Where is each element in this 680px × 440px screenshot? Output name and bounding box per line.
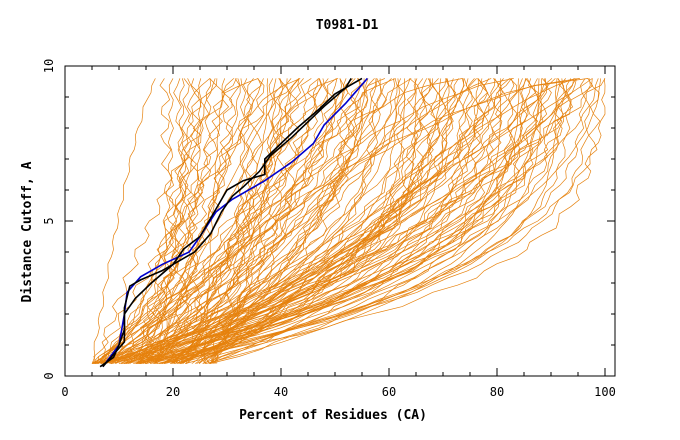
orange-model-curve <box>175 78 277 364</box>
y-tick-label: 0 <box>42 372 56 379</box>
orange-model-curve <box>162 78 382 364</box>
orange-model-curve <box>109 78 580 364</box>
orange-model-curve <box>102 78 470 364</box>
orange-model-curve <box>139 78 547 364</box>
orange-model-curve <box>97 78 560 364</box>
orange-model-curve <box>153 78 500 364</box>
orange-model-curve <box>145 78 572 364</box>
orange-model-curve <box>91 78 156 364</box>
orange-model-curve <box>103 78 565 364</box>
orange-model-curve <box>139 78 456 364</box>
orange-model-curve <box>98 78 589 364</box>
orange-model-curve <box>97 78 202 364</box>
orange-model-curve <box>185 78 356 364</box>
orange-model-curve <box>105 78 349 364</box>
orange-model-curve <box>137 78 553 364</box>
orange-model-curve <box>105 78 492 364</box>
orange-model-curve <box>93 78 575 364</box>
black-series-line <box>102 77 363 368</box>
orange-model-curve <box>185 78 576 364</box>
x-tick-label: 60 <box>382 385 396 399</box>
orange-model-curve <box>204 78 556 364</box>
orange-model-curve <box>138 78 591 364</box>
orange-model-curve <box>102 78 174 364</box>
chart-title: T0981-D1 <box>316 18 379 33</box>
y-tick-label: 10 <box>42 59 56 73</box>
orange-model-curve <box>140 78 412 364</box>
orange-model-curve <box>92 78 323 364</box>
orange-model-curve <box>97 78 337 364</box>
orange-model-curve <box>154 78 339 364</box>
orange-model-curve <box>205 78 543 364</box>
orange-model-curve <box>97 78 459 364</box>
axis-ticks <box>64 65 615 377</box>
orange-model-curve <box>110 78 338 364</box>
orange-model-curve <box>136 78 322 364</box>
x-axis-label: Percent of Residues (CA) <box>239 408 427 423</box>
orange-model-curve <box>202 78 512 364</box>
orange-model-curve <box>142 78 361 364</box>
orange-model-curve <box>100 78 342 364</box>
orange-model-curve <box>145 78 540 364</box>
orange-model-curve <box>136 78 329 364</box>
orange-model-curve <box>208 78 450 364</box>
orange-model-curve <box>115 78 262 364</box>
orange-model-curve <box>137 78 577 364</box>
orange-model-curve <box>158 78 601 364</box>
orange-model-curve <box>173 78 477 364</box>
x-tick-label: 0 <box>61 385 68 399</box>
orange-model-curve <box>161 78 400 364</box>
orange-model-curve <box>202 78 602 364</box>
orange-model-curve <box>176 78 594 364</box>
orange-model-curve <box>215 78 274 364</box>
orange-model-curve <box>97 78 196 364</box>
orange-model-curve <box>112 78 301 364</box>
orange-model-curve <box>111 78 536 364</box>
orange-model-curve <box>137 78 392 364</box>
y-tick-label: 5 <box>42 217 56 224</box>
tick-labels: 0 20 40 60 80 100 0 5 10 <box>42 59 616 399</box>
orange-model-curve <box>179 78 540 364</box>
orange-model-curve <box>93 78 259 364</box>
orange-model-curve <box>91 78 212 364</box>
orange-model-curve <box>176 78 570 364</box>
x-tick-label: 80 <box>490 385 504 399</box>
orange-model-curve <box>198 78 606 364</box>
orange-model-curve <box>128 78 225 364</box>
orange-model-curve <box>95 78 465 364</box>
orange-model-curve <box>178 78 418 364</box>
orange-model-curve <box>160 78 417 364</box>
orange-model-curve <box>137 78 250 364</box>
orange-model-curve <box>155 78 264 364</box>
orange-model-curve <box>120 78 356 364</box>
orange-model-curve <box>155 78 476 364</box>
orange-model-curve <box>171 78 434 364</box>
orange-model-curve <box>96 78 514 364</box>
y-axis-label: Distance Cutoff, A <box>20 161 35 302</box>
orange-model-curve <box>139 78 237 364</box>
orange-model-curve <box>128 78 489 364</box>
orange-model-curve <box>153 78 282 364</box>
orange-model-curve <box>173 78 532 364</box>
x-tick-label: 100 <box>594 385 616 399</box>
orange-model-curve <box>164 78 606 364</box>
orange-model-curve <box>100 78 185 364</box>
orange-model-curve <box>97 78 463 364</box>
orange-model-curve <box>140 78 539 364</box>
orange-model-curve <box>124 78 599 364</box>
x-tick-label: 20 <box>166 385 180 399</box>
x-tick-label: 40 <box>274 385 288 399</box>
orange-model-curve <box>147 78 375 364</box>
plot-area <box>91 77 606 368</box>
orange-model-curve <box>125 78 329 364</box>
orange-model-curve <box>115 78 431 364</box>
orange-model-curve <box>100 78 479 364</box>
orange-model-curve <box>181 78 508 364</box>
orange-model-curve <box>124 78 593 364</box>
orange-model-curve <box>91 78 299 364</box>
orange-model-curve <box>196 78 406 364</box>
